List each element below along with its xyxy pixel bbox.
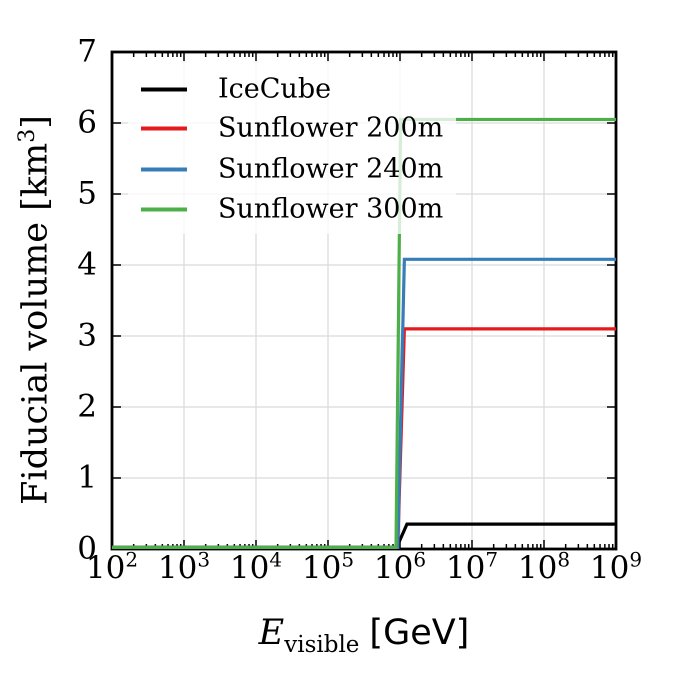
legend-label: IceCube (218, 73, 332, 105)
x-tick-label: 108 (517, 550, 570, 586)
x-tick-base: 10 (589, 550, 630, 586)
y-tick-label: 2 (77, 388, 97, 425)
x-tick-base: 10 (445, 550, 486, 586)
x-tick-label: 106 (373, 550, 426, 586)
y-tick-label: 7 (77, 33, 97, 70)
legend-line-sample (141, 87, 187, 91)
x-tick-exponent: 9 (629, 547, 643, 572)
y-tick-label: 3 (77, 317, 97, 354)
y-axis-label-exponent: 3 (14, 128, 40, 143)
legend-line-sample (141, 207, 187, 211)
x-tick-exponent: 3 (197, 547, 211, 572)
x-tick-label: 109 (589, 550, 642, 586)
y-tick-label: 6 (77, 104, 97, 141)
x-tick-exponent: 4 (269, 547, 283, 572)
x-tick-base: 10 (301, 550, 342, 586)
legend-item-icecube: IceCube (141, 76, 331, 103)
x-axis-label-subscript: visible (284, 632, 360, 658)
y-tick-label: 5 (77, 175, 97, 212)
legend-item-sunflower-240m: Sunflower 240m (141, 156, 443, 183)
x-tick-base: 10 (157, 550, 198, 586)
legend-label: Sunflower 200m (218, 112, 444, 144)
x-axis-label: Evisible [GeV] (112, 612, 616, 657)
x-tick-base: 10 (229, 550, 270, 586)
y-tick-label: 0 (77, 530, 97, 567)
x-tick-label: 102 (85, 550, 138, 586)
legend-item-sunflower-200m: Sunflower 200m (141, 115, 443, 142)
legend-label: Sunflower 240m (218, 153, 444, 185)
y-tick-label: 1 (77, 459, 97, 496)
legend-item-sunflower-300m: Sunflower 300m (141, 196, 443, 223)
legend: IceCube Sunflower 200m Sunflower 240m Su… (128, 62, 456, 234)
x-axis-label-symbol: E (258, 613, 285, 653)
x-tick-exponent: 8 (557, 547, 571, 572)
legend-line-sample (141, 167, 187, 171)
x-tick-label: 105 (301, 550, 354, 586)
x-tick-label: 103 (157, 550, 210, 586)
x-tick-label: 104 (229, 550, 282, 586)
y-axis-label: Fiducial volume [km3] (15, 115, 56, 505)
x-tick-label: 107 (445, 550, 498, 586)
legend-line-sample (141, 126, 187, 130)
x-tick-base: 10 (85, 550, 126, 586)
y-axis-label-text: Fiducial volume [km (15, 142, 56, 505)
x-tick-base: 10 (373, 550, 414, 586)
y-axis-label-bracket: ] (15, 115, 56, 129)
y-tick-label: 4 (77, 246, 97, 283)
x-tick-exponent: 5 (341, 547, 355, 572)
x-tick-exponent: 2 (125, 547, 139, 572)
x-axis-label-unit: [GeV] (369, 613, 470, 653)
x-tick-exponent: 7 (485, 547, 499, 572)
x-tick-exponent: 6 (413, 547, 427, 572)
legend-label: Sunflower 300m (218, 193, 444, 225)
x-tick-base: 10 (517, 550, 558, 586)
